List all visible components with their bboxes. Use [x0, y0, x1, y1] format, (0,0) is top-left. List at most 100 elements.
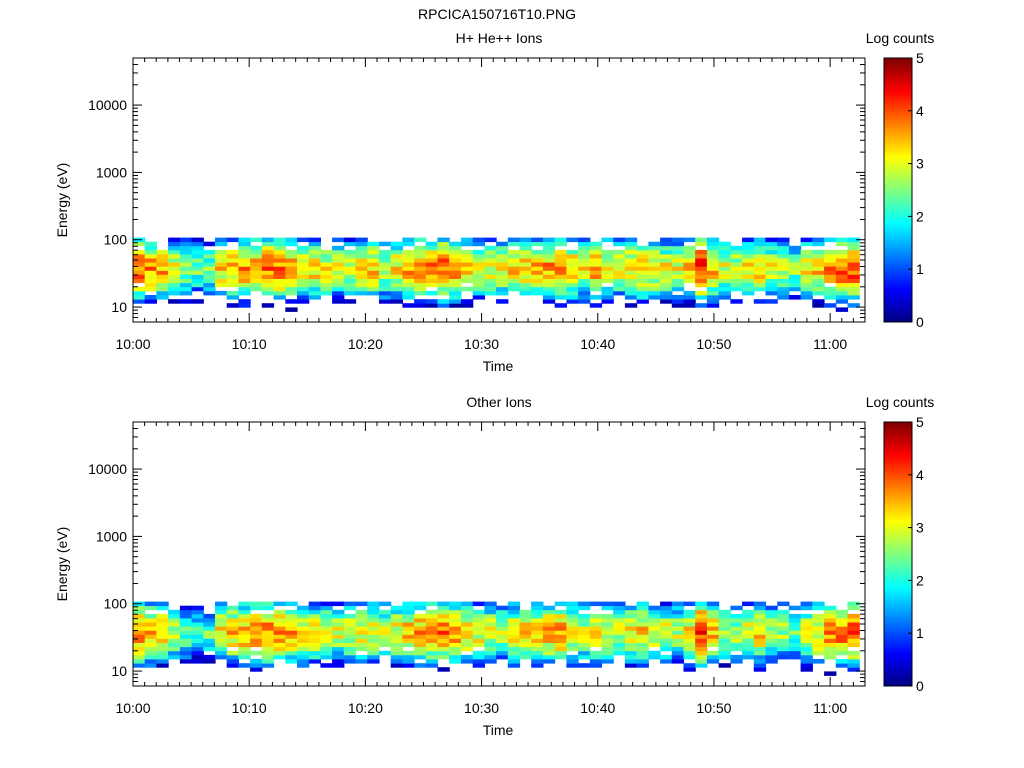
- heatmap-cell: [285, 286, 298, 292]
- heatmap-cell: [191, 241, 204, 247]
- heatmap-cell: [379, 642, 392, 648]
- heatmap-cell: [332, 659, 345, 664]
- heatmap-cell: [332, 282, 345, 288]
- heatmap-cell: [144, 634, 157, 639]
- heatmap-cell: [238, 634, 251, 639]
- colorbar-step: [884, 245, 912, 249]
- heatmap-cell: [297, 258, 310, 263]
- heatmap-cell: [472, 634, 485, 639]
- heatmap-cell: [261, 241, 275, 247]
- colorbar-step: [884, 139, 912, 143]
- heatmap-cell: [156, 626, 169, 631]
- heatmap-cell: [660, 613, 673, 619]
- heatmap-cell: [414, 618, 427, 623]
- heatmap-cell: [179, 605, 193, 611]
- heatmap-cell: [742, 241, 755, 247]
- heatmap-cell: [531, 654, 544, 660]
- heatmap-cell: [554, 601, 567, 607]
- heatmap-cell: [414, 642, 427, 648]
- colorbar-step: [884, 488, 912, 492]
- heatmap-cell: [742, 630, 755, 635]
- heatmap-cell: [660, 638, 673, 643]
- heatmap-cell: [648, 290, 661, 296]
- heatmap-cell: [730, 634, 743, 639]
- heatmap-cell: [414, 622, 427, 627]
- heatmap-cell: [179, 245, 193, 251]
- heatmap-cell: [800, 650, 813, 656]
- heatmap-cell: [461, 642, 474, 648]
- heatmap-cell: [191, 249, 204, 255]
- panel-title: H+ He++ Ions: [456, 30, 543, 46]
- heatmap-cell: [812, 282, 825, 288]
- heatmap-cell: [250, 622, 263, 627]
- heatmap-cell: [777, 258, 790, 263]
- heatmap-cell: [379, 295, 392, 300]
- colorbar-step: [884, 184, 912, 188]
- heatmap-cell: [168, 249, 181, 255]
- heatmap-cell: [285, 646, 298, 652]
- heatmap-cell: [250, 278, 263, 284]
- heatmap-cell: [671, 622, 685, 627]
- heatmap-cell: [589, 638, 603, 643]
- heatmap-cell: [449, 278, 462, 284]
- heatmap-cell: [636, 634, 649, 639]
- heatmap-cell: [554, 634, 567, 639]
- heatmap-cell: [226, 274, 239, 279]
- heatmap-cell: [250, 249, 263, 255]
- heatmap-cell: [624, 642, 638, 648]
- heatmap-cell: [613, 274, 626, 279]
- heatmap-cell: [203, 258, 216, 263]
- heatmap-cell: [777, 609, 790, 615]
- colorbar-label: Log counts: [866, 394, 935, 410]
- heatmap-cell: [554, 249, 567, 255]
- y-tick-label: 100: [104, 232, 128, 248]
- heatmap-cell: [531, 278, 544, 284]
- heatmap-cell: [133, 299, 146, 304]
- heatmap-cell: [215, 241, 228, 247]
- colorbar-label: Log counts: [866, 30, 935, 46]
- heatmap-cell: [437, 299, 450, 304]
- heatmap-cell: [554, 613, 567, 619]
- heatmap-cell: [742, 266, 755, 271]
- colorbar-step: [884, 472, 912, 476]
- x-tick-label: 10:10: [232, 700, 267, 716]
- heatmap-cell: [261, 266, 275, 271]
- heatmap-cell: [578, 650, 591, 656]
- heatmap-cell: [671, 638, 685, 643]
- colorbar-step: [884, 81, 912, 85]
- heatmap-cell: [297, 663, 310, 668]
- heatmap-cell: [554, 270, 567, 275]
- heatmap-cell: [624, 290, 638, 296]
- heatmap-cell: [507, 622, 521, 627]
- heatmap-cell: [179, 278, 193, 284]
- colorbar-step: [884, 298, 912, 302]
- heatmap-cell: [566, 659, 579, 664]
- heatmap-cell: [402, 626, 415, 631]
- colorbar-step: [884, 548, 912, 552]
- colorbar-tick-label: 4: [916, 103, 924, 119]
- heatmap-cell: [250, 286, 263, 292]
- heatmap-cell: [179, 622, 193, 627]
- heatmap-cell: [238, 270, 251, 275]
- heatmap-cell: [402, 249, 415, 255]
- heatmap-cell: [238, 650, 251, 656]
- heatmap-cell: [179, 642, 193, 648]
- colorbar-step: [884, 551, 912, 555]
- heatmap-cell: [367, 605, 380, 611]
- heatmap-cell: [390, 282, 403, 288]
- colorbar-step: [884, 485, 912, 489]
- heatmap-cell: [308, 282, 321, 288]
- heatmap-cell: [824, 286, 837, 292]
- heatmap-cell: [742, 609, 755, 615]
- heatmap-cell: [847, 295, 860, 300]
- heatmap-cell: [800, 667, 813, 672]
- heatmap-cell: [835, 286, 849, 292]
- heatmap-cell: [472, 659, 485, 664]
- heatmap-cell: [742, 278, 755, 284]
- heatmap-cell: [144, 622, 157, 627]
- heatmap-cell: [777, 266, 790, 271]
- colorbar-step: [884, 292, 912, 297]
- heatmap-cell: [648, 654, 661, 660]
- heatmap-cell: [215, 626, 228, 631]
